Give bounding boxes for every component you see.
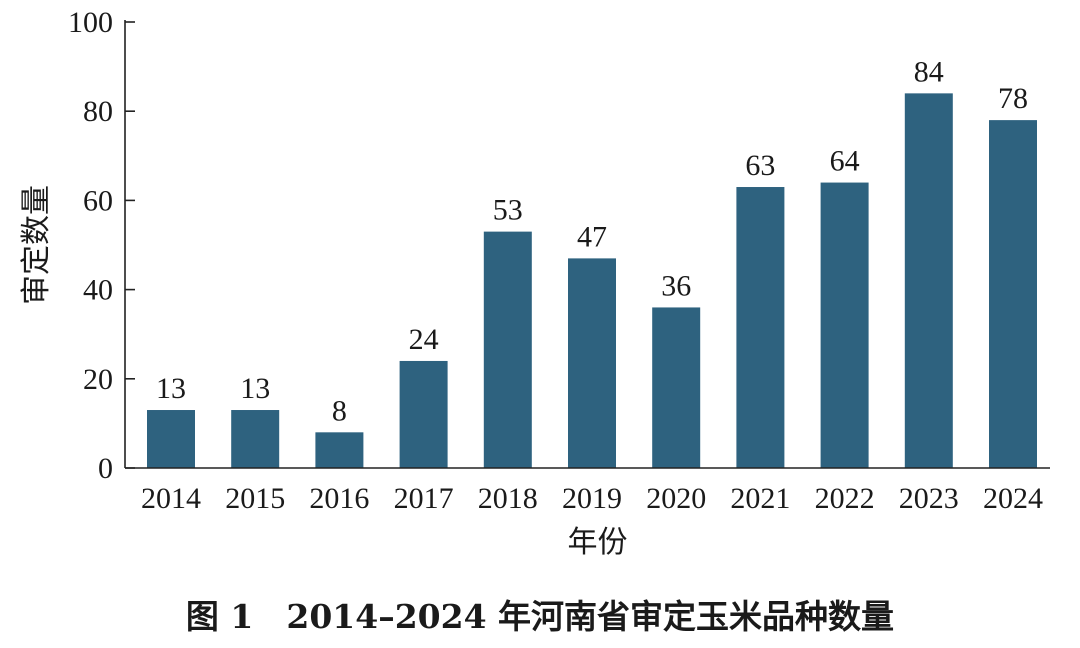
bar-2017 bbox=[399, 360, 448, 468]
bar-2014 bbox=[147, 410, 195, 468]
x-tick-label-2023: 2023 bbox=[899, 482, 959, 515]
y-ticks: 0 20 40 60 80 100 bbox=[68, 6, 135, 485]
bar-2018 bbox=[483, 231, 532, 468]
bar-2024 bbox=[989, 120, 1037, 469]
value-label-2022: 64 bbox=[830, 145, 860, 178]
value-label-2018: 53 bbox=[493, 194, 523, 227]
x-tick-label-2019: 2019 bbox=[562, 482, 622, 515]
bar-2016 bbox=[315, 432, 364, 468]
bars-layer bbox=[147, 93, 1037, 469]
value-label-2019: 47 bbox=[577, 220, 607, 253]
x-tick-label-2022: 2022 bbox=[815, 482, 875, 515]
bar-2021 bbox=[736, 187, 785, 468]
bar-2019 bbox=[568, 258, 616, 468]
bar-2023 bbox=[904, 93, 953, 469]
figure-caption: 图 1 2014–2024 年河南省审定玉米品种数量 bbox=[185, 597, 895, 636]
x-tick-label-2018: 2018 bbox=[478, 482, 538, 515]
y-tick-label: 100 bbox=[68, 6, 113, 39]
x-tick-label-2020: 2020 bbox=[646, 482, 706, 515]
y-tick-label: 60 bbox=[83, 184, 113, 217]
value-label-2014: 13 bbox=[156, 372, 186, 405]
value-label-2023: 84 bbox=[914, 55, 944, 88]
x-tick-label-2024: 2024 bbox=[983, 482, 1043, 515]
x-tick-label-2017: 2017 bbox=[394, 482, 454, 515]
x-tick-label-2016: 2016 bbox=[309, 482, 369, 515]
y-axis-label: 审定数量 bbox=[19, 185, 54, 305]
bar-2015 bbox=[231, 410, 280, 468]
x-tick-label-2014: 2014 bbox=[141, 482, 201, 515]
value-label-2024: 78 bbox=[998, 82, 1028, 115]
bar-2022 bbox=[820, 182, 869, 468]
value-labels-layer: 13 13 8 24 53 47 36 63 64 84 78 bbox=[156, 55, 1028, 427]
value-label-2016: 8 bbox=[332, 394, 347, 427]
value-label-2021: 63 bbox=[745, 149, 775, 182]
value-label-2020: 36 bbox=[661, 269, 691, 302]
y-tick-label: 0 bbox=[98, 452, 113, 485]
value-label-2015: 13 bbox=[240, 372, 270, 405]
x-axis-label: 年份 bbox=[568, 525, 628, 560]
value-label-2017: 24 bbox=[409, 323, 439, 356]
x-tick-label-2021: 2021 bbox=[730, 482, 790, 515]
y-tick-label: 80 bbox=[83, 95, 113, 128]
y-tick-label: 40 bbox=[83, 274, 113, 307]
x-ticks: 2014 2015 2016 2017 2018 2019 2020 2021 2022 2023… bbox=[141, 482, 1043, 515]
bar-2020 bbox=[652, 307, 701, 468]
y-tick-label: 20 bbox=[83, 363, 113, 396]
x-tick-label-2015: 2015 bbox=[225, 482, 285, 515]
